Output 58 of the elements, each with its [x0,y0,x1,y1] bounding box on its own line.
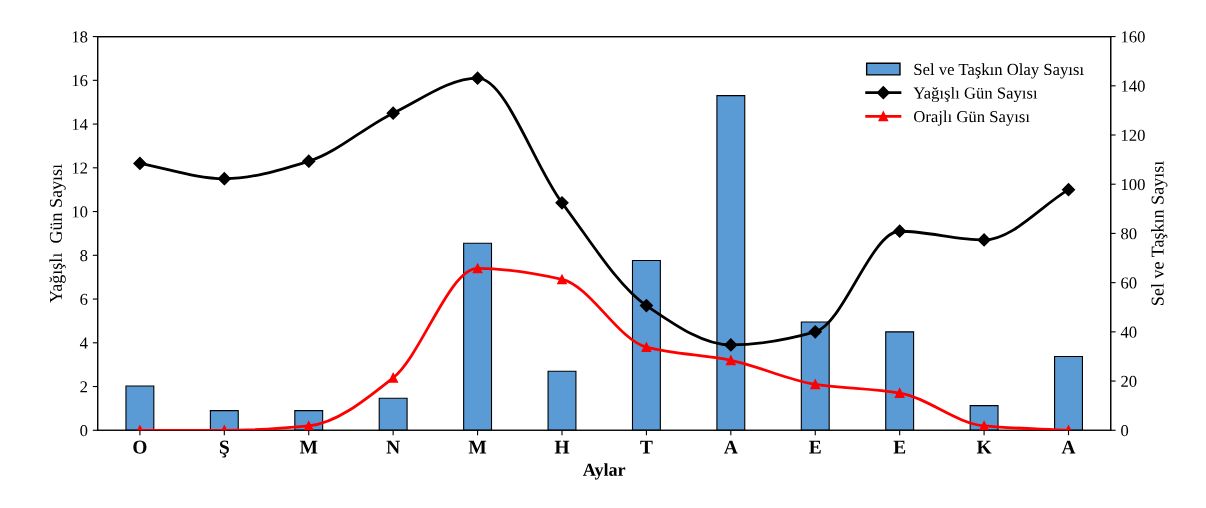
legend-label: Orajlı Gün Sayısı [914,110,1030,126]
legend-label: Yağışlı Gün Sayısı [913,86,1038,103]
y2-tick-label: 20 [1121,375,1137,388]
y2-tick-label: 100 [1121,178,1145,191]
point [557,274,567,285]
y2-tick-label: 60 [1121,277,1137,289]
x-tick-label: T [640,440,653,454]
y-tick-label: 12 [72,162,88,174]
y-tick-label: 16 [72,75,88,87]
y-tick-label: 6 [80,293,88,305]
y-tick-label: 2 [80,381,88,393]
y-tick-label: 18 [72,31,88,43]
point [1061,183,1076,197]
point [641,342,652,353]
point [386,106,400,120]
point [725,355,736,366]
bar [209,410,239,431]
y2-axis-title: Sel ve Taşkın Sayısı [1151,161,1168,305]
point [808,325,822,339]
y-tick-label: 0 [80,424,88,437]
x-tick-label: A [724,440,738,454]
x-tick-label: E [809,440,821,454]
y-tick-label: 14 [72,118,88,130]
point [470,71,485,85]
x-tick-label: E [893,440,906,454]
x-axis-title: Aylar [582,463,626,480]
point [133,156,147,171]
y2-tick-label: 0 [1121,424,1129,437]
x-tick-label: M [468,440,487,454]
point [388,372,399,383]
y-tick-label: 10 [72,206,88,218]
y2-tick-label: 160 [1121,31,1145,43]
y-tick-label: 4 [79,337,88,349]
legend-label: Sel ve Taşkın Olay Sayısı [914,63,1084,79]
y-tick-label: 8 [80,250,88,262]
point [555,196,569,210]
y2-tick-label: 80 [1121,228,1137,240]
point [979,421,989,431]
point [472,263,483,274]
x-tick-label: K [976,440,992,454]
point [810,379,821,390]
point [894,388,905,398]
x-tick-label: M [299,440,318,454]
point [639,299,654,313]
point [893,224,907,238]
point [302,154,316,168]
point [977,233,991,247]
x-tick-label: O [133,440,147,454]
x-tick-label: Ş [219,440,229,458]
x-tick-label: A [1061,440,1076,454]
y2-tick-label: 120 [1121,129,1145,141]
y-axis-title: Yağışlı Gün Sayısı [49,164,66,303]
point [217,172,231,186]
y2-tick-label: 40 [1120,326,1137,338]
point [724,338,738,352]
y2-tick-label: 140 [1121,80,1145,92]
x-tick-label: H [554,440,570,454]
x-tick-label: N [386,440,400,454]
